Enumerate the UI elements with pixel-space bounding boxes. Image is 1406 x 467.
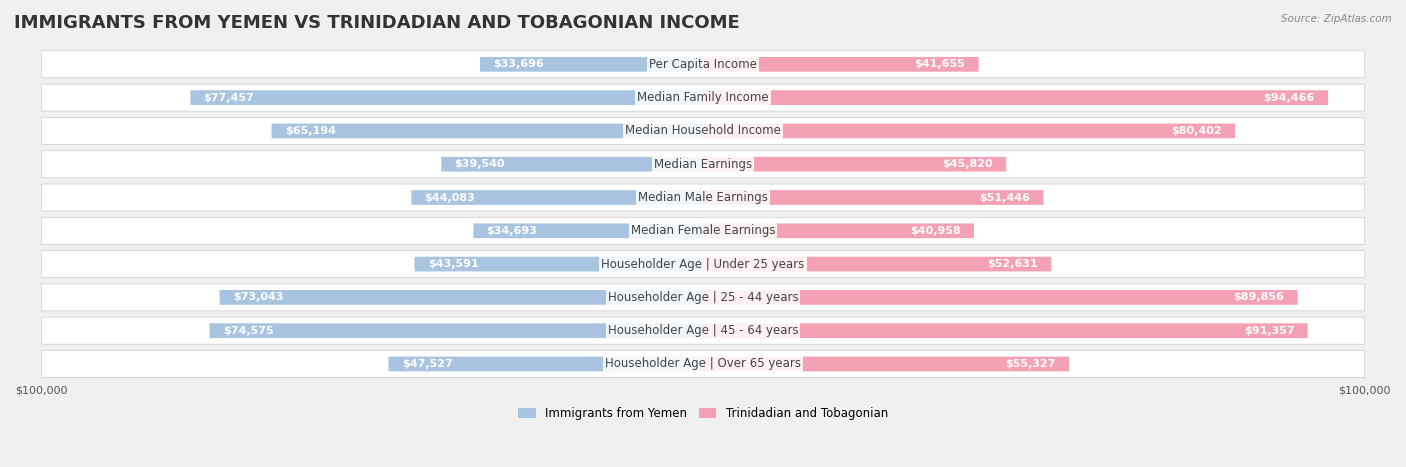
Text: Per Capita Income: Per Capita Income: [650, 58, 756, 71]
FancyBboxPatch shape: [474, 223, 703, 238]
Text: Householder Age | Over 65 years: Householder Age | Over 65 years: [605, 357, 801, 370]
Text: Median Male Earnings: Median Male Earnings: [638, 191, 768, 204]
Text: $39,540: $39,540: [454, 159, 505, 169]
FancyBboxPatch shape: [703, 190, 1043, 205]
FancyBboxPatch shape: [41, 284, 1365, 311]
Text: $51,446: $51,446: [979, 192, 1031, 203]
Text: $34,693: $34,693: [486, 226, 537, 236]
Text: $55,327: $55,327: [1005, 359, 1056, 369]
FancyBboxPatch shape: [479, 57, 703, 72]
Text: Median Earnings: Median Earnings: [654, 158, 752, 171]
Text: $80,402: $80,402: [1171, 126, 1222, 136]
Text: $74,575: $74,575: [222, 325, 273, 336]
FancyBboxPatch shape: [41, 84, 1365, 111]
Legend: Immigrants from Yemen, Trinidadian and Tobagonian: Immigrants from Yemen, Trinidadian and T…: [513, 402, 893, 425]
FancyBboxPatch shape: [41, 251, 1365, 277]
Text: Householder Age | Under 25 years: Householder Age | Under 25 years: [602, 258, 804, 270]
Text: $43,591: $43,591: [427, 259, 478, 269]
Text: Median Family Income: Median Family Income: [637, 91, 769, 104]
FancyBboxPatch shape: [412, 190, 703, 205]
Text: $41,655: $41,655: [915, 59, 966, 69]
FancyBboxPatch shape: [703, 124, 1234, 138]
FancyBboxPatch shape: [219, 290, 703, 305]
FancyBboxPatch shape: [415, 257, 703, 271]
Text: $44,083: $44,083: [425, 192, 475, 203]
FancyBboxPatch shape: [41, 117, 1365, 144]
FancyBboxPatch shape: [388, 357, 703, 371]
FancyBboxPatch shape: [41, 351, 1365, 377]
FancyBboxPatch shape: [703, 290, 1298, 305]
Text: IMMIGRANTS FROM YEMEN VS TRINIDADIAN AND TOBAGONIAN INCOME: IMMIGRANTS FROM YEMEN VS TRINIDADIAN AND…: [14, 14, 740, 32]
Text: $91,357: $91,357: [1244, 325, 1295, 336]
FancyBboxPatch shape: [703, 57, 979, 72]
FancyBboxPatch shape: [703, 90, 1329, 105]
FancyBboxPatch shape: [41, 184, 1365, 211]
Text: Householder Age | 45 - 64 years: Householder Age | 45 - 64 years: [607, 324, 799, 337]
Text: Median Female Earnings: Median Female Earnings: [631, 224, 775, 237]
FancyBboxPatch shape: [703, 357, 1069, 371]
FancyBboxPatch shape: [703, 157, 1007, 171]
FancyBboxPatch shape: [441, 157, 703, 171]
FancyBboxPatch shape: [703, 323, 1308, 338]
Text: Median Household Income: Median Household Income: [626, 124, 780, 137]
Text: $65,194: $65,194: [285, 126, 336, 136]
Text: $33,696: $33,696: [494, 59, 544, 69]
FancyBboxPatch shape: [271, 124, 703, 138]
FancyBboxPatch shape: [703, 223, 974, 238]
FancyBboxPatch shape: [190, 90, 703, 105]
FancyBboxPatch shape: [41, 317, 1365, 344]
Text: Source: ZipAtlas.com: Source: ZipAtlas.com: [1281, 14, 1392, 24]
Text: Householder Age | 25 - 44 years: Householder Age | 25 - 44 years: [607, 291, 799, 304]
Text: $45,820: $45,820: [942, 159, 993, 169]
Text: $40,958: $40,958: [910, 226, 960, 236]
Text: $73,043: $73,043: [233, 292, 284, 303]
FancyBboxPatch shape: [41, 51, 1365, 78]
FancyBboxPatch shape: [209, 323, 703, 338]
FancyBboxPatch shape: [703, 257, 1052, 271]
Text: $47,527: $47,527: [402, 359, 453, 369]
Text: $77,457: $77,457: [204, 92, 254, 103]
Text: $52,631: $52,631: [987, 259, 1038, 269]
FancyBboxPatch shape: [41, 217, 1365, 244]
FancyBboxPatch shape: [41, 151, 1365, 178]
Text: $89,856: $89,856: [1233, 292, 1285, 303]
Text: $94,466: $94,466: [1264, 92, 1315, 103]
